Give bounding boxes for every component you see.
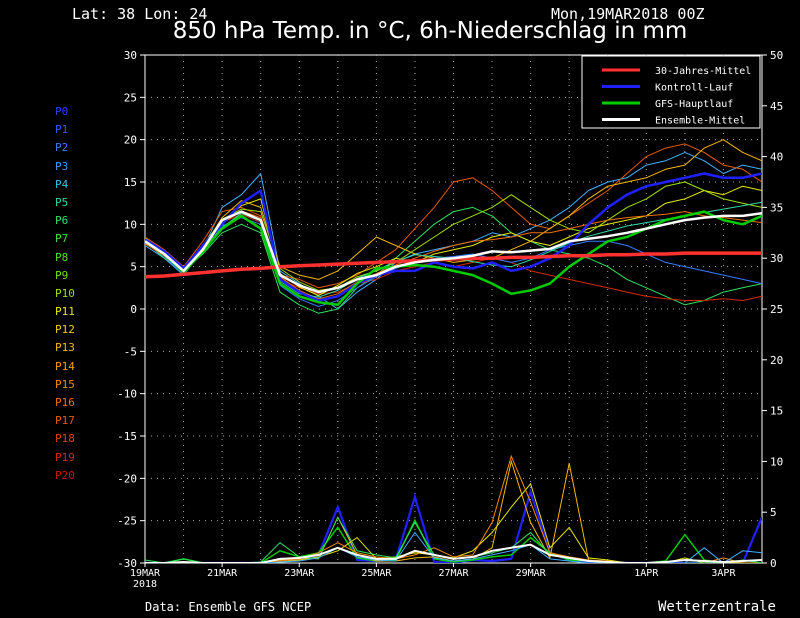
legend-label: Kontroll-Lauf (655, 83, 733, 94)
legend-label: GFS-Hauptlauf (655, 99, 733, 110)
x-tick-label: 27MAR (438, 568, 469, 579)
temp-line (145, 210, 762, 294)
member-label: P17 (55, 414, 75, 428)
legend: 30-Jahres-Mittel Kontroll-Lauf GFS-Hauptla… (581, 55, 761, 129)
x-tick-label-year: 2018 (133, 579, 157, 590)
left-tick-label: 20 (124, 134, 137, 147)
right-tick-label: 20 (770, 354, 783, 367)
member-label: P16 (55, 396, 75, 409)
temp-line (145, 206, 762, 314)
member-label: P7 (55, 232, 69, 246)
series-group (145, 139, 762, 563)
left-tick-label: -15 (117, 430, 137, 443)
legend-label: 30-Jahres-Mittel (655, 66, 751, 77)
temp-line (145, 185, 762, 296)
left-tick-label: -30 (117, 557, 137, 570)
precip-line (145, 454, 762, 563)
left-tick-label: 30 (124, 49, 137, 62)
right-tick-label: 10 (770, 455, 783, 468)
member-label: P4 (55, 177, 69, 191)
left-tick-label: 25 (124, 91, 137, 104)
member-label: P19 (55, 450, 75, 464)
member-label-list: P0 P1 P2 P3 P4 P5 P6 P7 P8 P9 P10 P11 P12 P13 P14 P15 P1… (55, 103, 95, 485)
right-tick-label: 25 (770, 303, 783, 316)
left-tick-label: 15 (124, 176, 137, 189)
plot-frame (144, 54, 763, 564)
legend-label: Ensemble-Mittel (655, 116, 745, 127)
left-tick-label: 5 (130, 261, 137, 274)
x-tick-label: 1APR (634, 568, 659, 579)
temp-line (145, 210, 762, 307)
member-label: P15 (55, 377, 75, 391)
right-tick-label: 5 (770, 506, 777, 519)
member-label: P3 (55, 159, 69, 173)
member-label: P0 (55, 105, 69, 118)
left-tick-label: -20 (117, 472, 137, 485)
temp-line (145, 139, 762, 280)
member-label: P6 (55, 214, 69, 228)
member-label: P12 (55, 323, 75, 337)
chart-title: 850 hPa Temp. in °C, 6h-Niederschlag in … (172, 18, 688, 44)
member-label: P11 (55, 305, 75, 319)
location-label: Lat: 38 Lon: 24 (72, 5, 208, 23)
x-tick-label: 3APR (711, 568, 736, 579)
x-tick-label: 25MAR (361, 568, 392, 579)
x-tick-label: 19MAR (130, 568, 161, 579)
left-tick-label: 10 (124, 218, 137, 231)
member-label: P20 (55, 468, 75, 482)
precip-line (145, 531, 762, 563)
brand-label: Wetterzentrale (657, 599, 776, 615)
left-tick-label: -25 (117, 515, 137, 528)
member-label: P14 (55, 359, 75, 373)
temp-line (145, 181, 762, 291)
x-tick-label: 21MAR (207, 568, 238, 579)
member-label: P2 (55, 141, 69, 155)
left-tick-label: -10 (117, 388, 137, 401)
member-label: P13 (55, 341, 75, 355)
data-source-label: Data: Ensemble GFS NCEP (145, 600, 312, 614)
right-tick-label: 35 (770, 201, 783, 214)
left-tick-label: -5 (124, 345, 137, 358)
right-tick-label: 40 (770, 151, 783, 164)
run-datetime: Mon,19MAR2018 00Z (551, 5, 705, 23)
member-label: P10 (55, 286, 75, 300)
temp-line (145, 172, 762, 302)
right-tick-label: 50 (770, 49, 783, 62)
x-tick-label: 29MAR (516, 568, 547, 579)
left-tick-label: 0 (130, 303, 137, 316)
legend-box (581, 55, 761, 129)
member-label: P18 (55, 432, 75, 446)
temp-line (145, 210, 762, 300)
right-tick-label: 15 (770, 405, 783, 418)
member-label: P9 (55, 268, 69, 282)
right-tick-label: 30 (770, 252, 783, 265)
precip-line (145, 543, 762, 563)
member-label: P1 (55, 123, 69, 137)
member-label: P5 (55, 195, 69, 209)
right-tick-label: 45 (770, 100, 783, 113)
x-tick-label: 23MAR (284, 568, 315, 579)
member-label: P8 (55, 250, 69, 264)
right-tick-label: 0 (770, 557, 777, 570)
precip-line (145, 488, 762, 563)
